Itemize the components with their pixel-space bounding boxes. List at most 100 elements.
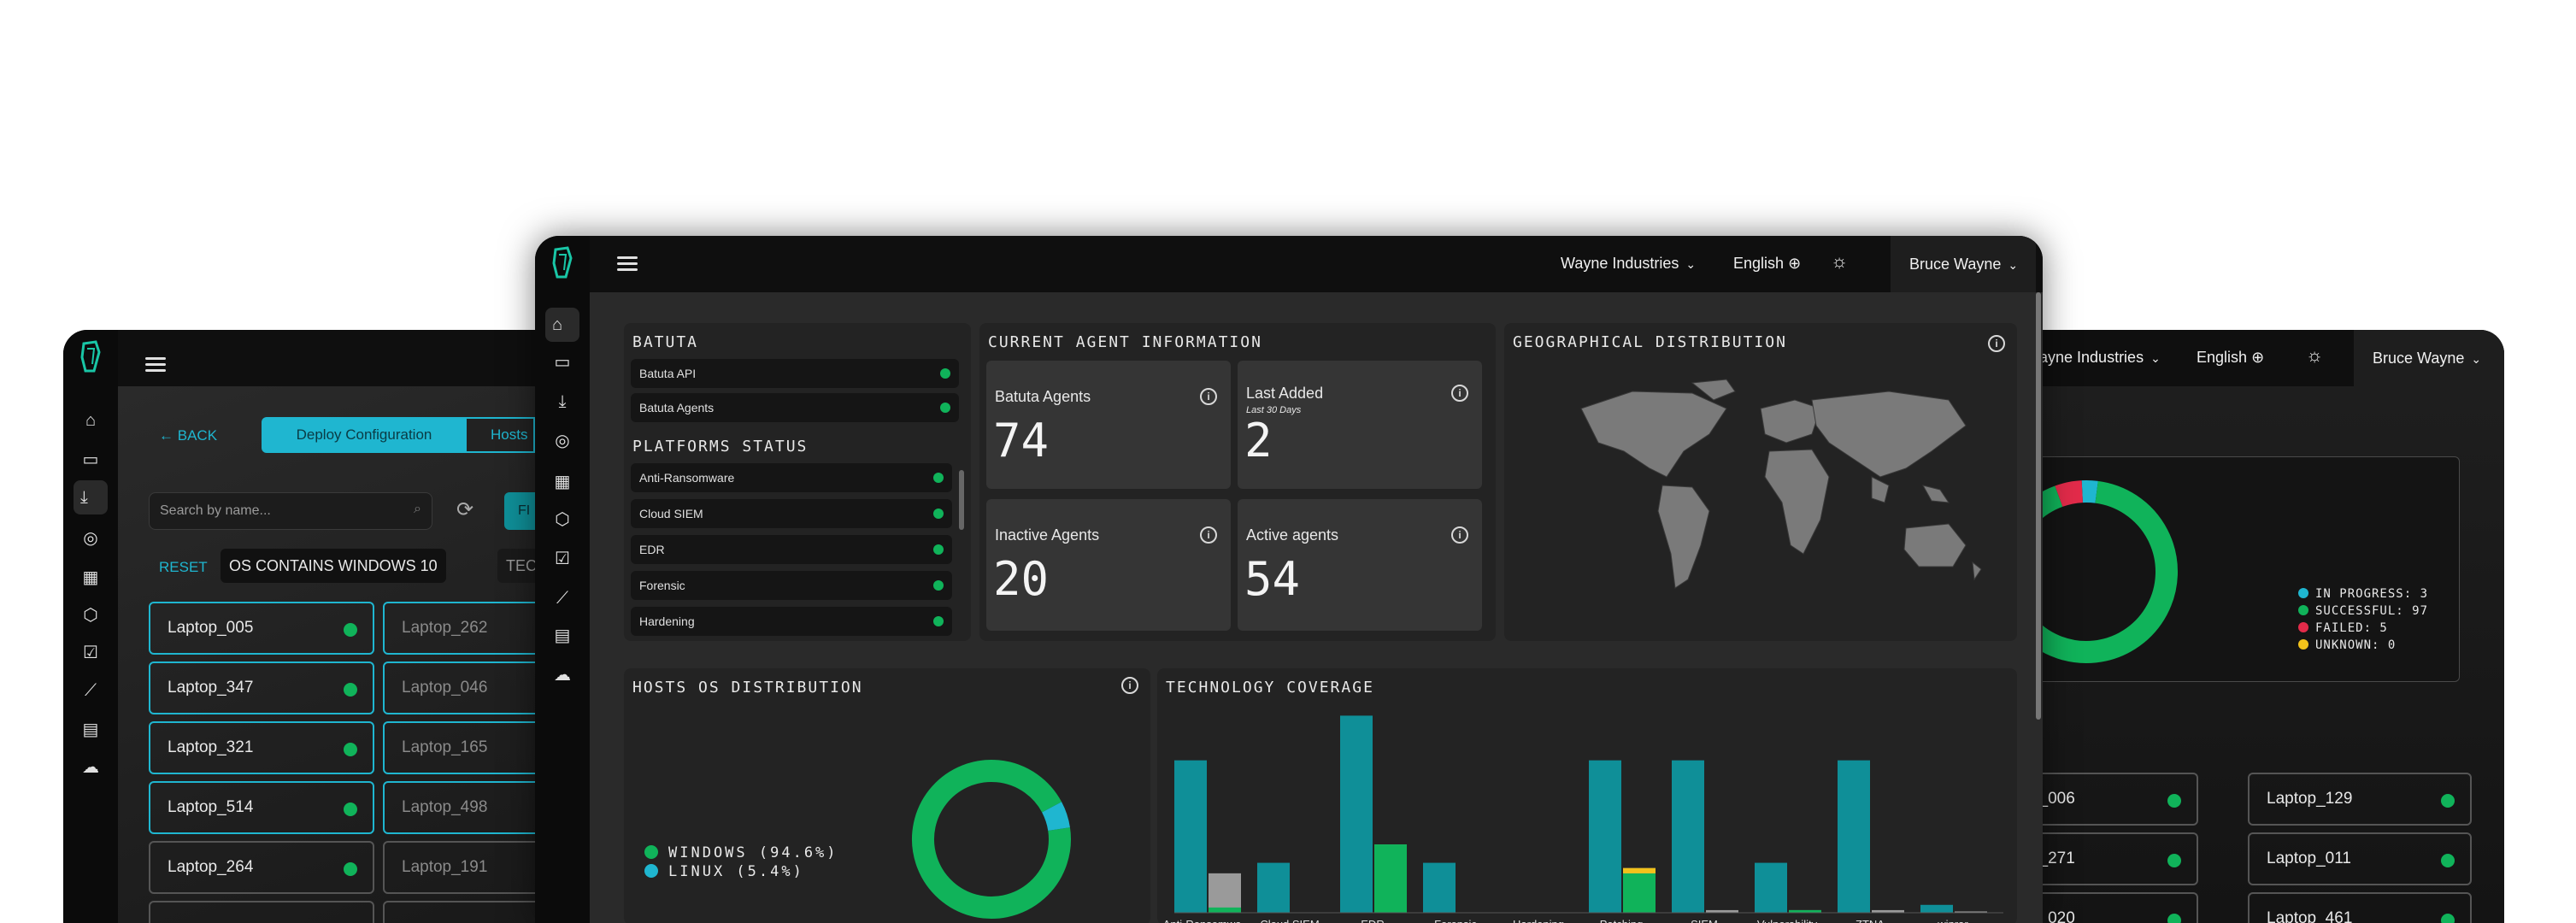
deploy-icon[interactable]: ⤓ bbox=[558, 392, 567, 411]
active-agents-value: 54 bbox=[1244, 552, 1301, 606]
bar-segment[interactable] bbox=[1209, 907, 1241, 913]
package-icon[interactable]: ⬡ bbox=[83, 606, 98, 625]
donut-slice-linux bbox=[1041, 802, 1070, 832]
os-distribution-panel: HOSTS OS DISTRIBUTION i WINDOWS (94.6%) … bbox=[624, 668, 1150, 923]
devices-icon[interactable]: ▭ bbox=[554, 353, 571, 372]
dashboard-icon[interactable]: ▦ bbox=[82, 568, 99, 587]
clipboard-icon[interactable]: ☑ bbox=[83, 644, 98, 662]
info-icon[interactable]: i bbox=[1988, 335, 2005, 352]
agent-info-title: CURRENT AGENT INFORMATION bbox=[988, 333, 1262, 351]
back-button[interactable]: ← BACK bbox=[159, 427, 218, 444]
legend-linux: LINUX (5.4%) bbox=[644, 863, 804, 880]
status-dot bbox=[344, 743, 357, 756]
host-card[interactable]: Laptop_514 bbox=[149, 781, 374, 834]
host-card[interactable] bbox=[149, 901, 374, 923]
host-card[interactable]: Laptop_321 bbox=[149, 721, 374, 774]
bar[interactable] bbox=[1838, 760, 1870, 913]
last-added-subtitle: Last 30 Days bbox=[1246, 405, 1302, 415]
user-menu[interactable]: Bruce Wayne ⌄ bbox=[1891, 236, 2036, 292]
bar[interactable] bbox=[1706, 909, 1738, 913]
bar[interactable] bbox=[1672, 760, 1704, 913]
status-batuta-api: Batuta API bbox=[631, 359, 959, 388]
page-scrollbar[interactable] bbox=[2036, 292, 2041, 720]
platforms-list: Anti-Ransomware Cloud SIEM EDR Forensic … bbox=[631, 463, 966, 641]
bar[interactable] bbox=[1955, 911, 1987, 913]
cloud-icon[interactable]: ☁ bbox=[554, 666, 571, 685]
inactive-agents-label: Inactive Agents bbox=[995, 526, 1100, 544]
host-card[interactable]: Laptop_264 bbox=[149, 841, 374, 894]
geo-panel: GEOGRAPHICAL DISTRIBUTION i bbox=[1504, 323, 2017, 641]
bar[interactable] bbox=[1589, 760, 1621, 913]
main-topbar bbox=[590, 236, 2043, 292]
legend-dot bbox=[2298, 605, 2308, 615]
language-selector[interactable]: English ⊕ bbox=[1733, 255, 1802, 272]
theme-toggle-icon[interactable]: ☼ bbox=[1831, 250, 1849, 272]
status-batuta-agents: Batuta Agents bbox=[631, 393, 959, 422]
info-icon[interactable]: i bbox=[1451, 385, 1468, 402]
inactive-agents-card: Inactive Agents i 20 bbox=[986, 499, 1231, 631]
batuta-logo-icon bbox=[80, 340, 101, 373]
step-deploy-configuration[interactable]: Deploy Configuration bbox=[262, 417, 467, 453]
deploy-icon[interactable]: ⤓ bbox=[74, 480, 108, 514]
bar[interactable] bbox=[1423, 862, 1456, 913]
x-tick-label: winrar bbox=[1937, 918, 1968, 923]
bar-segment[interactable] bbox=[1374, 844, 1407, 913]
batuta-agents-value: 74 bbox=[993, 414, 1050, 467]
user-menu[interactable]: Bruce Wayne ⌄ bbox=[2354, 330, 2504, 386]
radar-icon[interactable]: ◎ bbox=[555, 432, 570, 450]
bar-segment[interactable] bbox=[1623, 873, 1656, 913]
bar[interactable] bbox=[1174, 760, 1207, 913]
technology-coverage-panel: TECHNOLOGY COVERAGE Anti-Ransomwa... Clou… bbox=[1157, 668, 2017, 923]
bar[interactable] bbox=[1872, 909, 1904, 913]
search-input[interactable]: Search by name... ⌕ bbox=[149, 492, 432, 530]
home-icon[interactable]: ⌂ bbox=[545, 308, 579, 342]
theme-toggle-icon[interactable]: ☼ bbox=[2306, 344, 2324, 366]
info-icon[interactable]: i bbox=[1121, 677, 1138, 694]
bar[interactable] bbox=[1209, 873, 1241, 913]
reset-button[interactable]: RESET bbox=[159, 559, 208, 575]
last-added-card: Last Added Last 30 Days i 2 bbox=[1238, 361, 1482, 489]
menu-icon[interactable] bbox=[617, 256, 638, 272]
org-selector[interactable]: ayne Industries ⌄ bbox=[2039, 347, 2161, 368]
devices-icon[interactable]: ▭ bbox=[82, 450, 99, 469]
deployment-status-panel: IN PROGRESS: 3 SUCCESSFUL: 97 FAILED: 5 … bbox=[1997, 456, 2460, 682]
menu-icon[interactable] bbox=[145, 357, 166, 373]
messages-icon[interactable]: ▤ bbox=[82, 720, 99, 739]
analytics-icon[interactable]: ⟋ bbox=[556, 589, 568, 608]
host-card[interactable]: Laptop_129 bbox=[2248, 773, 2472, 826]
language-selector[interactable]: English ⊕ bbox=[2197, 349, 2265, 366]
legend-unknown: UNKNOWN: 0 bbox=[2298, 638, 2396, 652]
messages-icon[interactable]: ▤ bbox=[554, 626, 571, 645]
host-card[interactable]: Laptop_347 bbox=[149, 661, 374, 714]
analytics-icon[interactable]: ⟋ bbox=[85, 681, 97, 700]
platforms-scrollbar[interactable] bbox=[959, 470, 964, 530]
bar[interactable] bbox=[1755, 862, 1787, 913]
x-tick-label: Forensic bbox=[1434, 918, 1477, 923]
bar[interactable] bbox=[1257, 862, 1290, 913]
bar-segment[interactable] bbox=[1789, 909, 1821, 913]
step-hosts[interactable]: Hosts bbox=[467, 417, 535, 453]
clipboard-icon[interactable]: ☑ bbox=[555, 550, 570, 568]
status-dot bbox=[2441, 854, 2455, 867]
radar-icon[interactable]: ◎ bbox=[83, 529, 98, 548]
host-card[interactable]: Laptop_461 bbox=[2248, 892, 2472, 923]
host-card[interactable]: Laptop_005 bbox=[149, 602, 374, 655]
info-icon[interactable]: i bbox=[1451, 526, 1468, 544]
batuta-title: BATUTA bbox=[632, 333, 699, 351]
refresh-icon[interactable]: ⟳ bbox=[456, 498, 474, 521]
info-icon[interactable]: i bbox=[1200, 388, 1217, 405]
batuta-panel: BATUTA Batuta API Batuta Agents PLATFORM… bbox=[624, 323, 971, 641]
bar[interactable] bbox=[1920, 904, 1953, 913]
cloud-icon[interactable]: ☁ bbox=[82, 758, 99, 777]
package-icon[interactable]: ⬡ bbox=[555, 510, 570, 529]
info-icon[interactable]: i bbox=[1200, 526, 1217, 544]
bar[interactable] bbox=[1340, 715, 1373, 913]
globe-icon: ⊕ bbox=[1788, 255, 1802, 272]
org-selector[interactable]: Wayne Industries ⌄ bbox=[1561, 253, 1696, 274]
bar-segment[interactable] bbox=[1623, 867, 1656, 873]
status-dot bbox=[933, 580, 944, 591]
filter-chip[interactable]: OS CONTAINS WINDOWS 10 bbox=[221, 549, 446, 583]
home-icon[interactable]: ⌂ bbox=[85, 411, 97, 430]
host-card[interactable]: Laptop_011 bbox=[2248, 832, 2472, 885]
dashboard-icon[interactable]: ▦ bbox=[554, 473, 571, 491]
